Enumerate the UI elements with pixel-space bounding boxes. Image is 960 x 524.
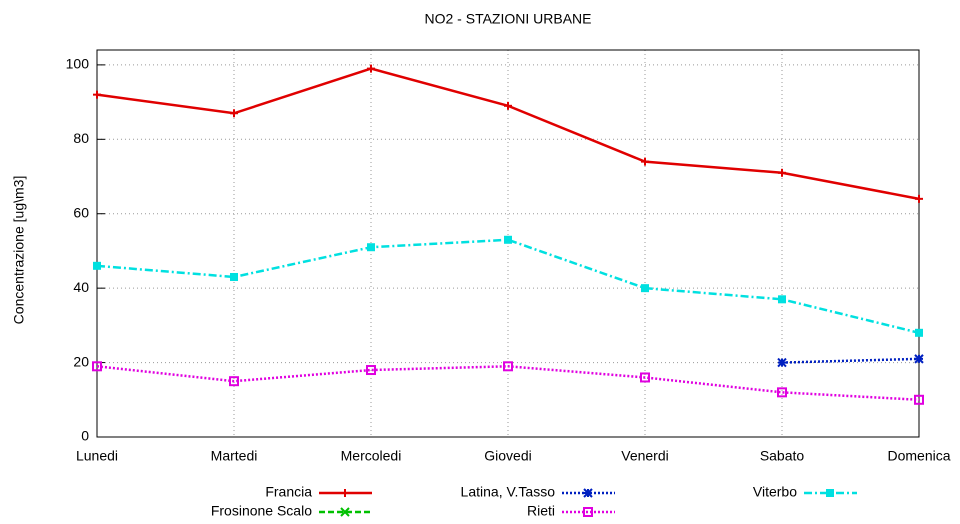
x-tick-label: Venerdi	[621, 448, 668, 464]
series-line	[96, 365, 920, 402]
y-tick-label: 0	[81, 428, 89, 444]
plot-border	[96, 49, 920, 438]
data-point	[915, 328, 923, 337]
data-point	[778, 295, 786, 304]
data-point	[826, 489, 834, 497]
legend-label: Latina, V.Tasso	[461, 484, 556, 500]
y-axis-label: Concentrazione [ug\m3]	[11, 176, 27, 325]
y-tick-label: 80	[73, 130, 89, 146]
legend-label: Frosinone Scalo	[211, 503, 312, 519]
data-point	[230, 109, 238, 118]
data-point	[93, 261, 101, 270]
data-point	[504, 235, 512, 244]
chart-title: NO2 - STAZIONI URBANE	[425, 11, 592, 27]
data-point	[914, 394, 924, 405]
data-point	[367, 64, 375, 73]
x-tick-label: Martedi	[211, 448, 258, 464]
legend-label: Francia	[265, 484, 312, 500]
data-point	[914, 354, 924, 364]
data-point	[640, 372, 650, 383]
x-tick-label: Lunedi	[76, 448, 118, 464]
x-tick-label: Mercoledi	[341, 448, 402, 464]
data-point	[92, 361, 102, 372]
data-point	[583, 488, 593, 498]
y-tick-label: 60	[73, 204, 89, 220]
data-point	[641, 157, 649, 166]
y-tick-label: 100	[66, 56, 90, 72]
data-point	[229, 376, 239, 387]
legend-label: Viterbo	[753, 484, 797, 500]
x-tick-label: Domenica	[887, 448, 950, 464]
data-point	[340, 507, 350, 517]
data-point	[915, 194, 923, 203]
data-point	[641, 284, 649, 293]
series-line	[96, 67, 920, 201]
data-point	[778, 168, 786, 177]
data-point	[367, 243, 375, 252]
y-tick-label: 40	[73, 279, 89, 295]
data-point	[230, 272, 238, 281]
data-point	[504, 101, 512, 110]
data-point	[503, 361, 513, 372]
data-point	[777, 387, 787, 398]
data-point	[777, 357, 787, 368]
y-tick-label: 20	[73, 353, 89, 369]
series-line	[781, 357, 920, 364]
data-point	[341, 489, 349, 497]
legend-label: Rieti	[527, 503, 555, 519]
x-tick-label: Giovedi	[484, 448, 531, 464]
x-tick-label: Sabato	[760, 448, 805, 464]
data-point	[366, 365, 376, 376]
data-point	[583, 507, 593, 517]
data-point	[93, 90, 101, 99]
